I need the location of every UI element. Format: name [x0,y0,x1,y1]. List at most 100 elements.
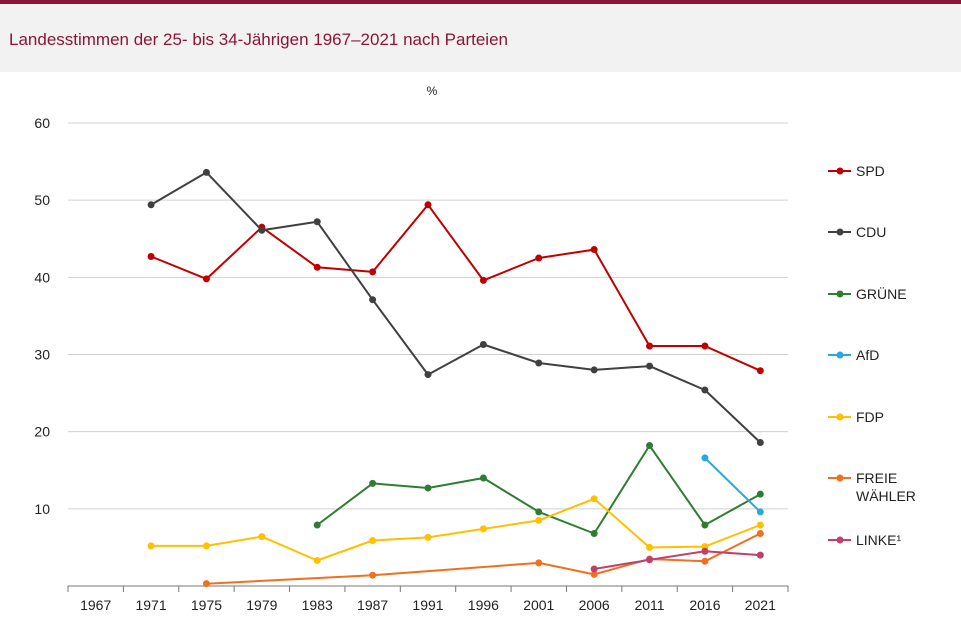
series-0-point-2001 [535,254,543,262]
legend-label-6: LINKE¹ [856,532,901,548]
series-6-point-2016 [701,547,709,555]
legend-label-line: WÄHLER [856,488,916,504]
series-1-point-2016 [701,386,709,394]
series-1-point-1996 [479,340,487,348]
series-5-point-1987 [369,571,377,579]
series-1-line [150,171,761,444]
series-5-line [206,532,761,585]
series-4-point-1975 [202,542,210,550]
x-tick-label-1979: 1979 [246,597,277,613]
series-4-point-2021 [756,521,764,529]
x-tick-label-2001: 2001 [523,597,554,613]
x-tick-label-2016: 2016 [689,597,720,613]
series-0-point-1975 [202,275,210,283]
x-tick-label-2021: 2021 [745,597,776,613]
series-group [147,168,764,588]
series-4-point-1979 [258,533,266,541]
series-2-point-2006 [590,530,598,538]
x-tick-label-2006: 2006 [579,597,610,613]
series-1-point-1983 [313,218,321,226]
legend-label-2: GRÜNE [856,285,907,302]
series-2-point-1996 [479,474,487,482]
series-0-point-2006 [590,246,598,254]
series-0-point-1996 [479,276,487,284]
legend-swatch-dot-3 [836,351,844,359]
series-5-point-2021 [756,530,764,538]
legend-swatch-dot-4 [836,413,844,421]
series-2-point-1991 [424,484,432,492]
series-4-point-1996 [479,525,487,533]
y-tick-label-10: 10 [34,501,50,517]
legend-label-line: FREIE [856,470,897,486]
legend-label-5: FREIE WÄHLER [856,470,916,504]
series-5-point-1975 [202,580,210,588]
series-0-point-1987 [369,268,377,276]
series-0-point-1991 [424,201,432,209]
series-1-point-2021 [756,438,764,446]
series-0-point-2011 [646,342,654,350]
legend-label-4: FDP [856,409,884,425]
series-4-point-1983 [313,557,321,565]
series-6-point-2021 [756,551,764,559]
x-tick-label-1996: 1996 [468,597,499,613]
chart-header: Landesstimmen der 25- bis 34-Jährigen 19… [0,4,961,72]
series-4-point-2006 [590,495,598,503]
legend-label-0: SPD [856,163,885,179]
y-tick-label-40: 40 [34,269,50,285]
legend-swatch-dot-5 [836,474,844,482]
series-3-point-2021 [756,508,764,516]
plot-panel [0,72,961,632]
series-1-point-1991 [424,371,432,379]
y-tick-label-50: 50 [34,192,50,208]
series-1-point-1971 [147,201,155,209]
series-1-point-2001 [535,359,543,367]
x-tick-label-1971: 1971 [135,597,166,613]
series-4-point-1971 [147,542,155,550]
axes [67,585,789,592]
series-1-point-2011 [646,362,654,370]
series-2-point-1987 [369,479,377,487]
series-2-point-2016 [701,521,709,529]
x-tick-label-1991: 1991 [412,597,443,613]
series-4-point-2001 [535,516,543,524]
series-6-line [594,550,761,570]
series-0-point-1983 [313,263,321,271]
series-3-point-2016 [701,454,709,462]
series-5-point-2001 [535,559,543,567]
series-6-point-2011 [646,556,654,564]
legend-label-1: CDU [856,224,886,240]
y-tick-label-60: 60 [34,115,50,131]
series-0-point-2016 [701,342,709,350]
series-3-line [704,457,761,513]
chart-title: Landesstimmen der 25- bis 34-Jährigen 19… [9,30,508,49]
series-5-point-2016 [701,557,709,565]
series-6-point-2006 [590,565,598,573]
y-tick-label-30: 30 [34,347,50,363]
legend-swatch-dot-0 [836,167,844,175]
series-2-point-2011 [646,442,654,450]
series-4-point-2011 [646,543,654,551]
series-1-point-1979 [258,226,266,234]
series-2-point-2021 [756,490,764,498]
series-4-line [151,497,761,562]
x-tick-label-2011: 2011 [634,597,664,613]
y-unit-label: % [427,84,438,98]
series-5-point-2006 [590,570,598,578]
series-1-point-2006 [590,366,598,374]
series-2-point-2001 [535,508,543,516]
top-accent-bar [0,0,961,4]
legend-label-3: AfD [856,347,879,363]
legend: SPD CDU GRÜNE AfD FDP FREIE WÄHLER LINKE¹ [828,163,916,548]
series-4-point-1991 [424,533,432,541]
legend-swatch-dot-6 [836,536,844,544]
y-tick-labels: 10 20 30 40 50 60 [34,115,50,517]
x-tick-label-1983: 1983 [302,597,333,613]
series-1-point-1987 [369,296,377,304]
x-tick-labels: 1967 1971 1975 1979 1983 1987 1991 1996 2001 2006… [80,597,776,613]
x-tick-label-1967: 1967 [80,597,111,613]
series-2-point-1983 [313,521,321,529]
y-tick-label-20: 20 [34,424,50,440]
series-1-point-1975 [202,168,210,176]
legend-swatch-dot-1 [836,228,844,236]
